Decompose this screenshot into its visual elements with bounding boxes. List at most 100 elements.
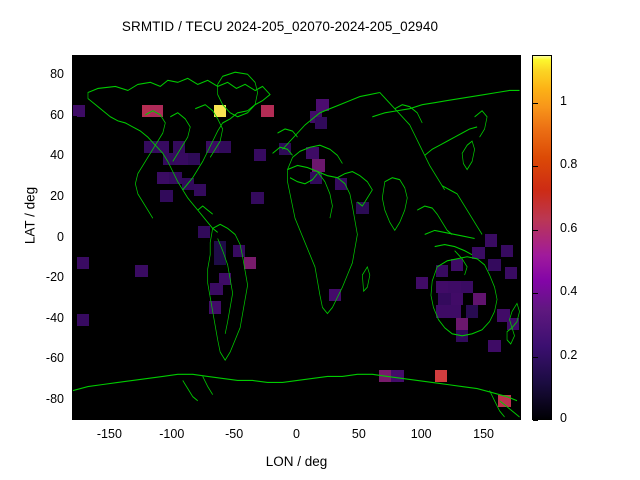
- heatmap-cell: [253, 149, 267, 162]
- heatmap-cell: [206, 141, 219, 154]
- heatmap-cell: [135, 264, 148, 278]
- colorbar-tick-mark: [533, 166, 538, 168]
- x-tick-mark: [234, 415, 236, 420]
- coastline-overlay: [73, 71, 520, 418]
- colorbar-tick-label: 0.8: [560, 157, 578, 172]
- heatmap-cell: [210, 283, 223, 296]
- heatmap-cell: [504, 266, 517, 280]
- heatmap-cell: [197, 226, 211, 239]
- heatmap-cell: [278, 143, 292, 156]
- y-tick-mark: [72, 156, 77, 158]
- page-title: SRMTID / TECU 2024-205_02070-2024-205_02…: [121, 19, 439, 34]
- heatmap-cell: [438, 293, 451, 306]
- heatmap-cell: [213, 104, 227, 117]
- colorbar-tick-mark: [533, 102, 538, 104]
- colorbar-tick-label: 0.2: [560, 347, 578, 362]
- heatmap-cell: [160, 189, 173, 202]
- colorbar-gradient: [533, 56, 551, 419]
- heatmap-cell: [472, 246, 485, 259]
- heatmap-cell: [391, 370, 404, 383]
- x-tick-mark: [421, 415, 423, 420]
- y-tick-mark: [72, 399, 77, 401]
- y-tick-mark: [72, 237, 77, 239]
- y-axis-label: LAT / deg: [22, 186, 38, 245]
- x-tick-label: 100: [410, 427, 432, 441]
- heatmap-cell: [497, 309, 510, 322]
- heatmap-cell: [144, 141, 157, 154]
- heatmap-cell: [312, 159, 325, 172]
- heatmap-cell: [213, 252, 227, 265]
- heatmap-cell: [460, 281, 474, 294]
- x-tick-label: 0: [293, 427, 300, 441]
- x-tick-label: -50: [225, 427, 244, 441]
- y-tick-label: 60: [50, 107, 64, 122]
- heatmap-cell: [175, 153, 188, 166]
- x-tick-mark: [296, 415, 298, 420]
- heatmap-cell: [328, 289, 342, 302]
- x-tick-mark: [358, 415, 360, 420]
- heatmap-cell: [488, 339, 501, 353]
- y-tick-mark: [72, 359, 77, 361]
- heatmap-cell: [76, 256, 90, 269]
- x-tick-label: 50: [351, 427, 366, 441]
- heatmap-cell: [316, 98, 329, 111]
- heatmap-cell: [465, 305, 479, 318]
- heatmap-cell: [448, 305, 461, 318]
- colorbar-tick-mark: [533, 229, 538, 231]
- colorbar-tick-mark: [533, 293, 538, 295]
- heatmap-cell: [356, 202, 369, 215]
- heatmap-cell: [213, 240, 227, 253]
- heatmap-cell: [435, 264, 449, 278]
- y-tick-label: 40: [50, 148, 64, 163]
- heatmap-cell: [314, 116, 328, 129]
- x-tick-mark: [483, 415, 485, 420]
- heatmap-cell: [450, 258, 464, 271]
- heatmap-cell: [169, 171, 182, 184]
- colorbar-tick-mark: [533, 420, 538, 421]
- y-tick-mark: [72, 196, 77, 198]
- heatmap-cell: [450, 293, 464, 306]
- y-tick-label: -40: [45, 310, 64, 325]
- heatmap-cell: [150, 104, 163, 117]
- heatmap-cell: [243, 256, 257, 269]
- map-plot-area[interactable]: [72, 55, 521, 420]
- heatmap-cell: [500, 244, 514, 257]
- heatmap-cell: [306, 147, 319, 160]
- heatmap-cell: [73, 104, 86, 117]
- y-tick-label: -20: [45, 270, 64, 285]
- heatmap-cell: [498, 394, 511, 407]
- x-axis-label: LON / deg: [265, 454, 328, 469]
- heatmap-cell: [484, 234, 498, 247]
- heatmap-cell: [162, 153, 176, 166]
- heatmap-cell: [455, 317, 469, 330]
- y-tick-mark: [72, 115, 77, 117]
- y-tick-label: -80: [45, 391, 64, 406]
- colorbar-tick-label: 0.6: [560, 220, 578, 235]
- x-tick-label: -100: [159, 427, 185, 441]
- heatmap-cell: [334, 177, 348, 190]
- colorbar-tick-label: 1: [560, 93, 567, 108]
- heatmap-cell: [473, 293, 486, 306]
- y-tick-mark: [72, 278, 77, 280]
- heatmap-cell: [187, 153, 201, 166]
- heatmap-cell: [218, 272, 232, 286]
- y-tick-mark: [72, 75, 77, 77]
- heatmap-cell: [435, 305, 449, 318]
- y-tick-mark: [72, 318, 77, 320]
- colorbar-tick-mark: [533, 356, 538, 358]
- heatmap-cell: [218, 141, 232, 154]
- heatmap-cell: [76, 313, 90, 326]
- heatmap-cell: [434, 370, 448, 383]
- y-tick-label: 20: [50, 188, 64, 203]
- colorbar-tick-label: 0: [560, 411, 567, 425]
- y-tick-label: 80: [50, 67, 64, 82]
- x-tick-mark: [171, 415, 173, 420]
- heatmap-cell: [488, 258, 501, 271]
- colorbar-tick-label: 0.4: [560, 284, 578, 299]
- heatmap-cell: [193, 183, 207, 196]
- x-tick-mark: [109, 415, 111, 420]
- x-tick-label: -150: [96, 427, 122, 441]
- y-tick-label: -60: [45, 351, 64, 366]
- heatmap-cell: [415, 277, 429, 290]
